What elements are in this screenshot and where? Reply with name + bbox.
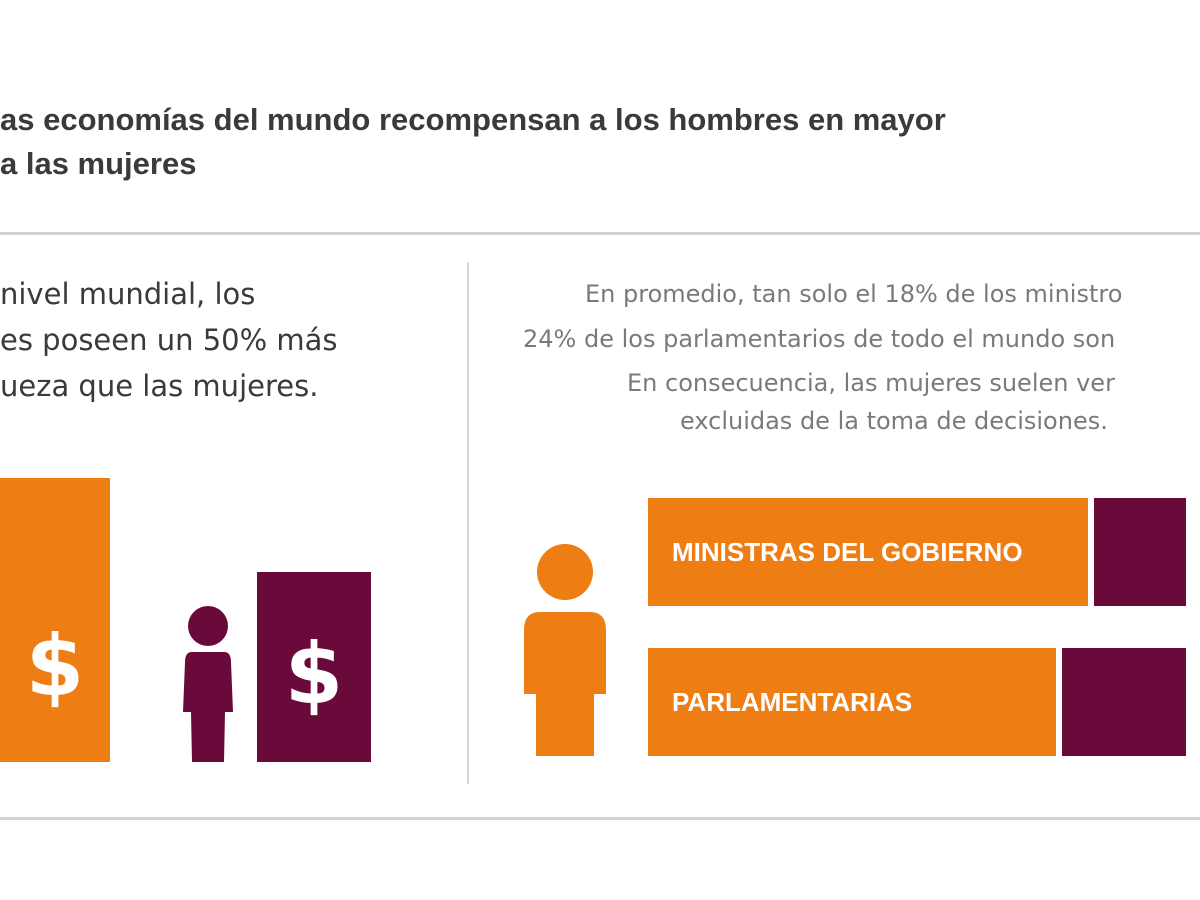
representation-line-4: excluidas de la toma de decisiones. [680,407,1108,435]
representation-line-1: En promedio, tan solo el 18% de los mini… [585,280,1123,308]
wealth-statement-line-2: es poseen un 50% más [0,323,338,357]
parliamentarians-bar-label: PARLAMENTARIAS [672,687,913,717]
dollar-icon: $ [284,625,344,723]
wealth-statement: nivel mundial, los es poseen un 50% más … [0,277,460,427]
men-wealth-bar: $ [0,478,110,762]
vertical-divider [467,262,469,784]
women-wealth-bar: $ [257,572,371,762]
parliamentarians-bar-remainder [1062,648,1186,756]
headline-line-1: as economías del mundo recompensan a los… [0,102,946,137]
bottom-divider [0,817,1200,820]
dollar-icon: $ [25,617,85,715]
ministers-bar: MINISTRAS DEL GOBIERNO [648,498,1088,606]
ministers-bar-remainder [1094,498,1186,606]
representation-line-2: 24% de los parlamentarios de todo el mun… [523,325,1116,353]
parliamentarians-bar: PARLAMENTARIAS [648,648,1056,756]
representation-statement: En promedio, tan solo el 18% de los mini… [470,280,1200,440]
wealth-statement-line-1: nivel mundial, los [0,277,256,311]
representation-line-3: En consecuencia, las mujeres suelen ver [627,369,1115,397]
wealth-statement-line-3: ueza que las mujeres. [0,369,319,403]
headline-line-2: a las mujeres [0,146,197,181]
ministers-bar-label: MINISTRAS DEL GOBIERNO [672,537,1023,567]
person-icon [524,544,606,756]
woman-icon [183,606,233,762]
top-divider [0,232,1200,235]
headline: as economías del mundo recompensan a los… [0,98,1200,188]
